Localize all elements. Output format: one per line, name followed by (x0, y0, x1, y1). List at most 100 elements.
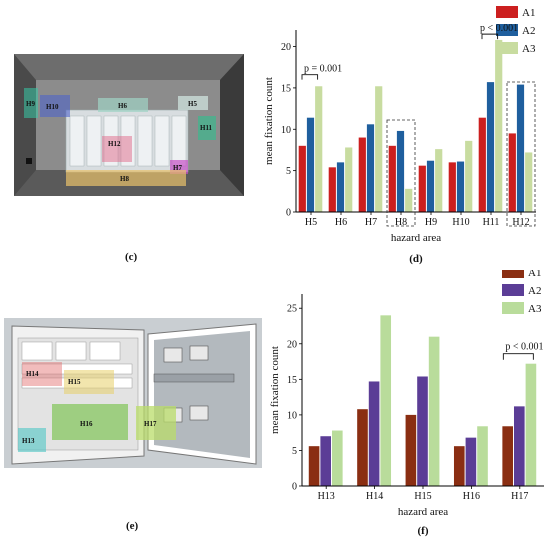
significance-bracket (481, 33, 499, 40)
y-axis-title: mean fixation count (269, 346, 281, 434)
bar-a2-h11 (486, 82, 495, 212)
bar-a1-h5 (298, 145, 306, 212)
bar-a2-h12 (516, 84, 525, 212)
bar-a3-h10 (465, 140, 473, 212)
bar-a1-h9 (418, 165, 426, 212)
bar-a3-h9 (435, 149, 443, 212)
caption-e: (e) (126, 520, 139, 532)
hazard-label: H10 (46, 103, 59, 111)
bar-a3-h5 (315, 86, 323, 212)
bar-a3-h16 (477, 426, 488, 486)
hazard-zone-h17 (136, 406, 176, 440)
bar-a2-h15 (417, 376, 428, 486)
caption-c: (c) (125, 251, 138, 263)
legend-swatch-a3 (502, 302, 524, 314)
x-tick-label: H11 (483, 217, 500, 228)
significance-label: p = 0.001 (304, 64, 342, 75)
hazard-label: H14 (26, 370, 39, 378)
significance-label: p < 0.001 (505, 342, 543, 353)
legend-label: A2 (528, 285, 541, 297)
x-tick-label: H6 (335, 217, 347, 228)
y-tick-label: 20 (281, 42, 291, 53)
legend-swatch-a2 (502, 284, 524, 296)
y-tick-label: 15 (287, 375, 297, 386)
legend-label: A1 (522, 7, 535, 19)
bar-a2-h13 (320, 436, 332, 486)
bar-a2-h9 (426, 160, 435, 212)
chart-caption: (d) (409, 253, 423, 265)
y-tick-label: 20 (287, 339, 297, 350)
y-axis-title: mean fixation count (263, 77, 275, 165)
hazard-zone-h8 (66, 170, 186, 186)
hazard-zone-h6 (98, 98, 148, 112)
hazard-label: H9 (26, 100, 35, 108)
y-tick-label: 5 (286, 166, 291, 177)
hazard-zone-h10 (40, 95, 70, 117)
bar-a1-h7 (358, 137, 366, 212)
bar-a2-h14 (368, 381, 380, 486)
hazard-label: H12 (108, 140, 121, 148)
x-tick-label: H9 (425, 217, 437, 228)
y-tick-label: 5 (292, 446, 297, 457)
x-axis-title: hazard area (398, 506, 448, 518)
bar-a3-h11 (495, 39, 503, 212)
bar-a3-h13 (332, 430, 343, 486)
x-tick-label: H15 (414, 491, 431, 502)
bar-a3-h15 (428, 336, 440, 486)
hazard-zone-h16 (52, 404, 128, 440)
chart-d: H5 H6 H7 H8 H9 H10 H11 H12 0 5 10 15 20 hazard area me… (263, 6, 536, 265)
hazard-label: H13 (22, 437, 35, 445)
x-tick-label: H12 (512, 217, 529, 228)
legend-swatch-a2 (496, 24, 518, 36)
x-tick-label: H13 (318, 491, 335, 502)
chart-f: H13 H14 H15 H16 H17 0 5 10 15 20 25 hazard area mean… (269, 270, 544, 537)
significance-bracket (502, 353, 534, 360)
bar-a3-h14 (380, 315, 392, 486)
y-tick-label: 25 (287, 304, 297, 315)
legend-swatch-a1 (496, 6, 518, 18)
bar-a3-h12 (525, 152, 533, 212)
hazard-label: H7 (173, 164, 182, 172)
bar-a3-h17 (525, 363, 537, 486)
bar-a2-h8 (396, 130, 405, 212)
highlight-box (386, 119, 416, 227)
bar-a1-h11 (478, 117, 486, 212)
bar-a1-h16 (453, 446, 465, 486)
x-tick-label: H7 (365, 217, 377, 228)
x-tick-label: H16 (463, 491, 480, 502)
hazard-zone-h9 (24, 88, 38, 118)
hazard-label: H5 (188, 100, 197, 108)
bar-a3-h7 (375, 86, 383, 212)
hazard-label: H16 (80, 420, 93, 428)
legend-label: A2 (522, 25, 535, 37)
x-tick-label: H10 (452, 217, 469, 228)
y-tick-label: 0 (292, 482, 297, 493)
hazard-label: H11 (200, 124, 213, 132)
hazard-zone-h12 (102, 136, 132, 162)
bar-a1-h8 (388, 145, 396, 212)
bar-a1-h17 (502, 426, 513, 486)
hazard-zone-h5 (178, 96, 208, 110)
y-tick-label: 0 (286, 208, 291, 219)
y-tick-label: 10 (281, 125, 291, 136)
scene-image-c: H9 H10 H6 H5 H11 H12 H7 H8 (8, 50, 253, 200)
x-tick-label: H5 (305, 217, 317, 228)
bar-a3-h6 (345, 147, 353, 212)
bar-a2-h16 (465, 437, 477, 486)
hazard-label: H15 (68, 378, 81, 386)
y-tick-label: 10 (287, 410, 297, 421)
significance-label: p < 0.001 (480, 23, 518, 34)
bar-a1-h10 (448, 162, 456, 212)
scene-image-e: H14 H15 H16 H17 H13 (4, 318, 262, 468)
legend-swatch-a3 (496, 42, 518, 54)
y-tick-label: 15 (281, 83, 291, 94)
bar-a3-h8 (405, 188, 413, 212)
x-tick-label: H8 (395, 217, 407, 228)
hazard-label: H8 (120, 175, 129, 183)
legend-label: A1 (528, 270, 541, 279)
hazard-zone-h11 (198, 116, 216, 140)
bar-a1-h14 (357, 409, 368, 486)
legend-swatch-a1 (502, 270, 524, 278)
bar-a2-h10 (456, 161, 465, 212)
hazard-zone-h13 (18, 428, 46, 452)
